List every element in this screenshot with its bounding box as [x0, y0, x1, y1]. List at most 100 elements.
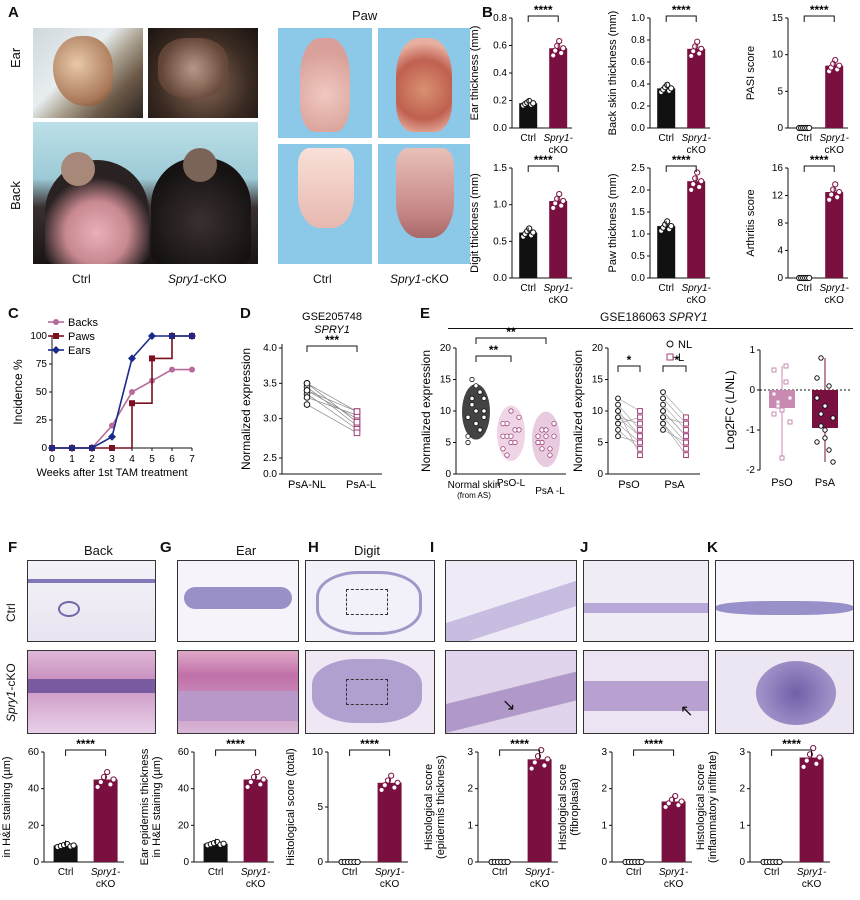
ylabel-H: Histological score (total) — [285, 748, 297, 865]
pair-line-D-4 — [306, 397, 358, 416]
point-B5-1-4 — [696, 183, 703, 191]
point-B4-0-3 — [526, 225, 533, 232]
point-E2-l-1-2 — [683, 439, 689, 446]
point-J-1-0 — [662, 803, 669, 811]
point-D-nl-3 — [303, 390, 311, 398]
point-B2-1-2 — [692, 43, 699, 50]
xtick-label2-G-1: cKO — [246, 879, 266, 890]
point-F-0-1 — [57, 842, 64, 850]
xtick-label-B3-1: Spry1- — [819, 133, 849, 144]
sig-bracket-E2-0 — [617, 365, 641, 372]
histo-digit-ctrl — [305, 560, 435, 642]
point-B5-1-3 — [694, 169, 701, 176]
point-K-1-2 — [806, 751, 814, 758]
panel-letter-e: E — [420, 305, 431, 322]
ytick-label-J-3: 3 — [601, 747, 607, 758]
ytick-label-E2-0: 0 — [597, 469, 603, 480]
point-E3-0-3 — [783, 379, 789, 385]
point-I-0-1 — [491, 858, 498, 866]
point-B1-0-4 — [528, 101, 535, 108]
point-K-1-0 — [800, 763, 807, 771]
sig-bracket-B1 — [527, 15, 559, 22]
xtick-label2-J-1: cKO — [664, 879, 684, 890]
xtick-label-F-1: Spry1- — [91, 867, 121, 878]
bar-G-1 — [243, 779, 268, 862]
bar-B4-0 — [519, 232, 538, 278]
point-E2-nl-1-2 — [660, 414, 666, 421]
pair-line-E2-0-5 — [617, 429, 641, 450]
xtick-label-I-0: Ctrl — [492, 867, 508, 878]
point-E2-l-0-9 — [637, 439, 643, 446]
violin-E1-1 — [497, 405, 525, 462]
col-label-ctrl-a: Ctrl — [72, 272, 91, 286]
ylabel-J-1: (fibroplasia) — [569, 778, 581, 835]
point-E3-1-8 — [826, 383, 832, 389]
xtick-label-D-1: PsA-L — [346, 479, 376, 491]
point-C-2-2 — [88, 444, 96, 452]
point-E2-nl-0-7 — [615, 408, 621, 414]
ylabel-B5: Paw thickness (mm) — [607, 173, 619, 272]
e-header-rule — [448, 328, 853, 329]
legend-label-2: Ears — [68, 345, 91, 357]
pair-line-E2-1-1 — [662, 410, 687, 437]
point-E1-2-5 — [535, 433, 541, 439]
point-H-1-1 — [381, 782, 388, 789]
xtick-label2-I-1: cKO — [530, 879, 550, 890]
point-E3-1-3 — [826, 447, 832, 453]
xtick-label2-B4-1: cKO — [548, 295, 568, 306]
point-E2-nl-1-4 — [660, 420, 666, 427]
point-B2-0-0 — [658, 88, 665, 96]
legend-marker-0 — [53, 319, 59, 325]
point-C-2-1 — [68, 444, 76, 452]
point-I-0-0 — [488, 858, 495, 866]
point-G-1-0 — [244, 783, 251, 791]
legend-label-nl: NL — [678, 339, 692, 351]
ytick-label-B5-1: 0.5 — [631, 251, 645, 262]
point-E3-0-5 — [771, 367, 777, 373]
ytick-label-B4-0: 0.0 — [493, 273, 507, 284]
xtick-label2-B1-1: cKO — [548, 145, 568, 156]
ytick-label-B1-1: 0.2 — [493, 96, 507, 107]
point-E2-nl-1-6 — [660, 408, 666, 414]
ytick-label-D-0: 0.0 — [263, 469, 277, 480]
point-E2-l-0-4 — [637, 427, 643, 433]
ylabel-K: Histological score — [695, 764, 707, 850]
sig-label-B5: **** — [672, 153, 691, 167]
bar-H-0 — [337, 862, 362, 863]
ylabel-B1: Ear thickness (mm) — [469, 26, 481, 121]
title-gene-D: SPRY1 — [314, 324, 350, 336]
point-E1-2-0 — [535, 439, 541, 446]
photo-paw-ctrl-2 — [278, 144, 372, 264]
point-G-0-2 — [210, 840, 218, 847]
point-B4-0-2 — [524, 228, 531, 235]
point-B5-1-0 — [688, 186, 695, 194]
xtick-label-B6-0: Ctrl — [796, 283, 812, 294]
point-E1-1-3 — [512, 427, 518, 433]
series-line-ears — [52, 335, 192, 449]
legend-marker-l — [666, 353, 674, 361]
point-E1-0-0 — [465, 414, 471, 420]
histo-back-ctrl — [27, 560, 156, 642]
point-E1-0-8 — [477, 389, 483, 395]
pair-line-D-5 — [306, 383, 358, 423]
xtick-label-B5-0: Ctrl — [658, 283, 674, 294]
point-B5-0-3 — [664, 218, 671, 225]
bar-B5-0 — [657, 226, 676, 278]
sig-label-B4: **** — [534, 153, 553, 167]
point-B2-0-3 — [664, 81, 671, 88]
ytick-label-B1-3: 0.6 — [493, 41, 507, 52]
ytick-label-H-1: 5 — [317, 802, 323, 813]
point-E1-0-14 — [481, 395, 487, 401]
point-C-0-5 — [149, 377, 155, 384]
xtick-label-C-2: 2 — [89, 454, 95, 465]
bar-J-1 — [661, 801, 686, 862]
xtick-label-G-0: Ctrl — [208, 867, 224, 878]
point-H-0-4 — [351, 858, 358, 866]
xtick-label2-B2-1: cKO — [686, 145, 706, 156]
bar-E3-0 — [769, 390, 795, 408]
ylabel-B4: Digit thickness (mm) — [469, 173, 481, 273]
ytick-label-D-3: 3.5 — [263, 378, 277, 389]
ytick-label-H-0: 0 — [317, 857, 323, 868]
row-label-ear: Ear — [8, 47, 23, 68]
ytick-label-B2-5: 1.0 — [631, 13, 645, 24]
